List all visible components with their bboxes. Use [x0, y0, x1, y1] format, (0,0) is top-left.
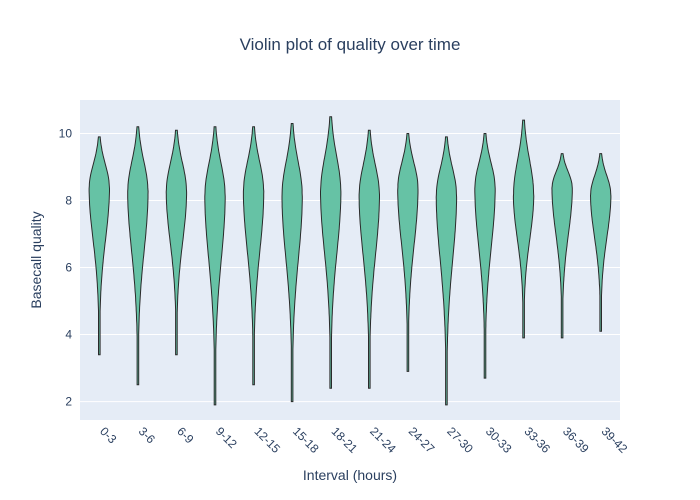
x-tick-label: 12-15	[251, 424, 283, 456]
plot-area	[80, 100, 620, 420]
x-axis-title: Interval (hours)	[303, 467, 397, 483]
x-tick-label: 21-24	[367, 424, 399, 456]
violin-12-15[interactable]	[242, 126, 265, 386]
y-tick-label: 10	[59, 127, 73, 141]
y-tick-labels: 2 4 6 8 10	[59, 127, 73, 409]
violin-24-27[interactable]	[397, 133, 419, 372]
violin-36-39[interactable]	[551, 153, 573, 339]
x-tick-label: 30-33	[483, 424, 515, 456]
violin-3-6[interactable]	[127, 126, 149, 386]
y-axis-title: Basecall quality	[28, 211, 44, 308]
violin-0-3[interactable]	[88, 136, 110, 356]
x-tick-label: 33-36	[521, 424, 553, 456]
violin-6-9[interactable]	[165, 129, 188, 356]
chart-title: Violin plot of quality over time	[240, 35, 461, 54]
violin-9-12[interactable]	[204, 126, 226, 406]
y-tick-label: 4	[65, 328, 72, 342]
x-tick-label: 0-3	[97, 424, 119, 446]
x-tick-label: 39-42	[599, 424, 631, 456]
violin-15-18[interactable]	[281, 123, 303, 403]
x-tick-label: 15-18	[290, 424, 322, 456]
x-tick-label: 36-39	[560, 424, 592, 456]
x-tick-labels: 0-3 3-6 6-9 9-12 12-15 15-18 18-21 21-24 24-27 27…	[97, 424, 630, 456]
x-tick-label: 18-21	[329, 424, 361, 456]
x-tick-label: 27-30	[444, 424, 476, 456]
x-tick-label: 24-27	[406, 424, 438, 456]
x-tick-label: 3-6	[136, 424, 158, 446]
x-tick-label: 9-12	[213, 424, 240, 451]
violin-33-36[interactable]	[512, 119, 535, 339]
violin-30-33[interactable]	[474, 133, 496, 379]
violin-39-42[interactable]	[589, 153, 612, 332]
x-tick-label: 6-9	[174, 424, 196, 446]
violin-18-21[interactable]	[320, 116, 342, 389]
y-tick-label: 6	[65, 261, 72, 275]
violin-27-30[interactable]	[435, 136, 458, 406]
violin-21-24[interactable]	[358, 129, 380, 389]
y-tick-label: 8	[65, 194, 72, 208]
y-tick-label: 2	[65, 395, 72, 409]
violins	[88, 116, 612, 406]
